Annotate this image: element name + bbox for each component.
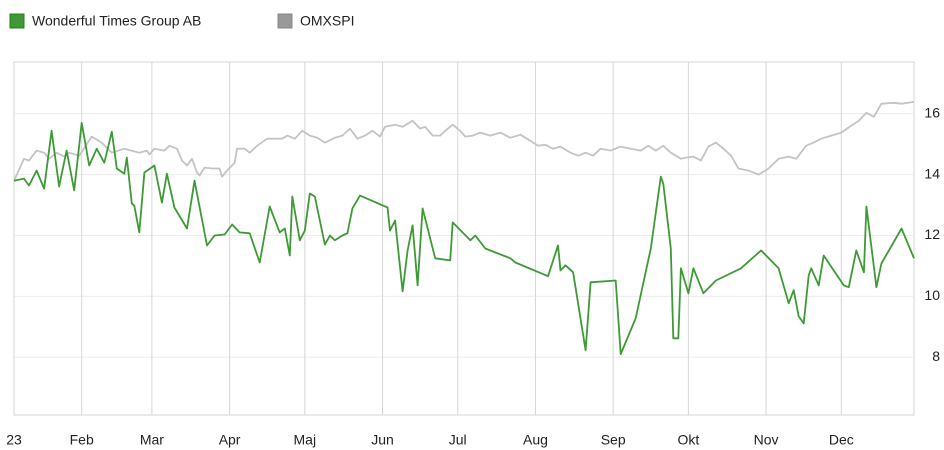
x-tick-label: Maj [294, 432, 317, 448]
x-tick-label: Feb [70, 432, 94, 448]
x-tick-label: Jun [371, 432, 394, 448]
x-tick-label: Okt [677, 432, 699, 448]
y-tick-label: 16 [924, 104, 940, 120]
line [13, 101, 915, 182]
x-tick-label: Apr [219, 432, 241, 448]
y-tick-label: 10 [924, 287, 940, 303]
x-tick-label: Nov [754, 432, 779, 448]
y-tick-label: 8 [932, 348, 940, 364]
y-tick-label: 12 [924, 226, 940, 242]
legend-swatch [277, 13, 293, 29]
legend-label: Wonderful Times Group AB [32, 13, 201, 29]
legend-swatch [9, 13, 25, 29]
legend-label: OMXSPI [300, 13, 354, 29]
plot-area [13, 61, 915, 416]
x-tick-label: Sep [601, 432, 626, 448]
x-tick-label: 23 [6, 432, 22, 448]
y-tick-label: 14 [924, 165, 940, 181]
x-tick-label: Dec [829, 432, 854, 448]
x-tick-label: Jul [449, 432, 467, 448]
x-tick-label: Mar [140, 432, 164, 448]
line [13, 122, 915, 355]
x-tick-label: Aug [523, 432, 548, 448]
